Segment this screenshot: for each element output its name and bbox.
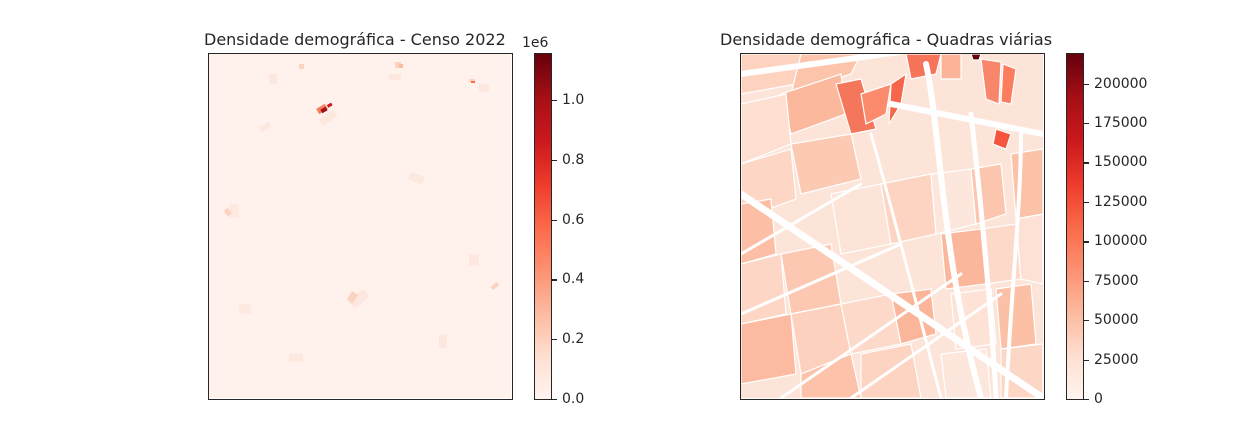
colorbar-tick-label: 0.8	[551, 151, 585, 168]
right-colorbar	[1066, 53, 1084, 400]
colorbar-tick-label: 0	[1084, 391, 1103, 407]
colorbar-tick-label: 175000	[1083, 114, 1148, 131]
colorbar-tick-label: 1.0	[551, 91, 585, 108]
colorbar-tick-label: 25000	[1084, 351, 1139, 368]
colorbar-tick-label: 0.0	[551, 391, 585, 407]
colorbar-tick-label: 125000	[1083, 193, 1148, 210]
right-density-map	[740, 53, 1045, 400]
colorbar-tick-label: 0.2	[551, 331, 585, 348]
colorbar-tick-label: 0.4	[551, 271, 585, 288]
left-colorbar-exponent: 1e6	[522, 35, 549, 51]
right-map-title: Densidade demográfica - Quadras viárias	[720, 30, 1053, 49]
colorbar-tick-label: 200000	[1083, 75, 1148, 92]
left-density-map	[208, 53, 513, 400]
colorbar-tick-label: 0.6	[551, 211, 585, 228]
colorbar-tick-label: 100000	[1083, 233, 1148, 250]
left-colorbar	[534, 53, 552, 400]
colorbar-tick-label: 150000	[1083, 154, 1148, 171]
colorbar-tick-label: 50000	[1084, 312, 1139, 329]
colorbar-tick-label: 75000	[1084, 272, 1139, 289]
left-map-title: Densidade demográfica - Censo 2022	[204, 30, 506, 49]
